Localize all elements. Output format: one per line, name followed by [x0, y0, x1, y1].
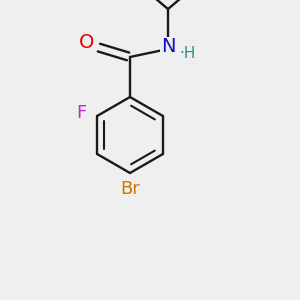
Text: O: O [79, 32, 95, 52]
Text: ·H: ·H [180, 46, 196, 61]
Text: Br: Br [120, 180, 140, 198]
Text: N: N [161, 38, 175, 56]
Text: F: F [76, 104, 86, 122]
